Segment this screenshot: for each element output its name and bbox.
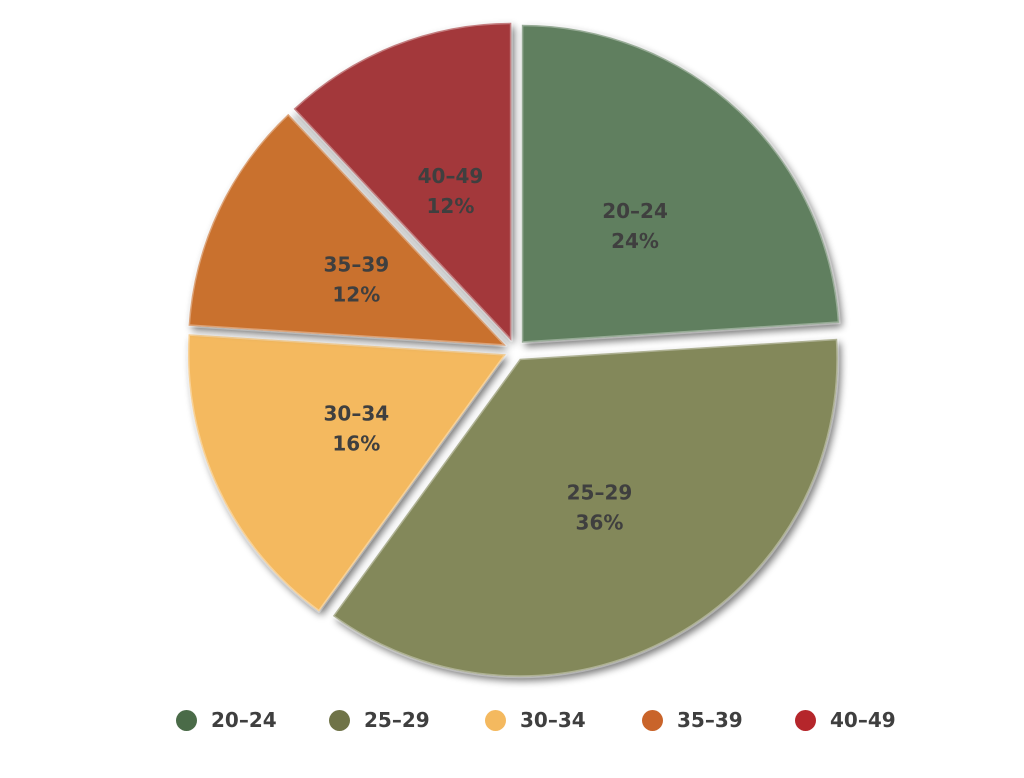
legend-item: 35–39 [642, 700, 743, 740]
pie-slice-bevel [187, 112, 508, 348]
pie-slice-group [186, 332, 508, 614]
slice-category-label: 30–34 [323, 402, 389, 426]
slice-category-label: 25–29 [567, 481, 633, 505]
slice-percent-label: 36% [576, 511, 624, 535]
legend-label: 20–24 [211, 708, 277, 732]
slice-category-label: 40–49 [418, 164, 484, 188]
legend-swatch [329, 709, 350, 731]
slice-category-label: 20–24 [602, 199, 668, 223]
pie-slice-group [331, 337, 840, 679]
slices-layer [186, 21, 841, 679]
legend-swatch [485, 709, 506, 731]
legend-swatch [795, 709, 816, 731]
pie-slice [521, 24, 840, 343]
legend-item: 40–49 [795, 700, 896, 740]
pie-slice [332, 338, 838, 677]
pie-slice-bevel [520, 23, 841, 345]
slice-category-label: 35–39 [323, 252, 389, 276]
legend-item: 25–29 [329, 700, 430, 740]
legend-label: 40–49 [830, 708, 896, 732]
pie-slice [188, 113, 506, 346]
legend-label: 35–39 [677, 708, 743, 732]
pie-slice-bevel [292, 21, 513, 343]
legend-label: 25–29 [364, 708, 430, 732]
pie-slice-bevel [331, 337, 840, 679]
pie-plot-area: 20–24 24% 25–29 36% 30–34 16% 35–39 12% 40–49 12% [186, 21, 841, 679]
slice-percent-label: 16% [332, 432, 380, 456]
legend-swatch [642, 709, 663, 731]
legend-label: 30–34 [520, 708, 586, 732]
legend-item: 20–24 [176, 700, 277, 740]
legend: 20–24 25–29 30–34 35–39 40–49 [0, 700, 1024, 740]
pie-slice-group [520, 23, 841, 345]
pie-slice-group [292, 21, 513, 343]
slice-percent-label: 12% [427, 194, 475, 218]
pie-slice [187, 334, 506, 612]
slice-labels-layer: 20–24 24% 25–29 36% 30–34 16% 35–39 12% 40–49 12% [323, 164, 667, 535]
pie-slice-group [187, 112, 508, 348]
legend-item: 30–34 [485, 700, 586, 740]
legend-swatch [176, 709, 197, 731]
slice-percent-label: 24% [611, 229, 659, 253]
slice-percent-label: 12% [332, 282, 380, 306]
pie-slice-bevel [186, 332, 508, 614]
pie-slice [293, 22, 512, 341]
